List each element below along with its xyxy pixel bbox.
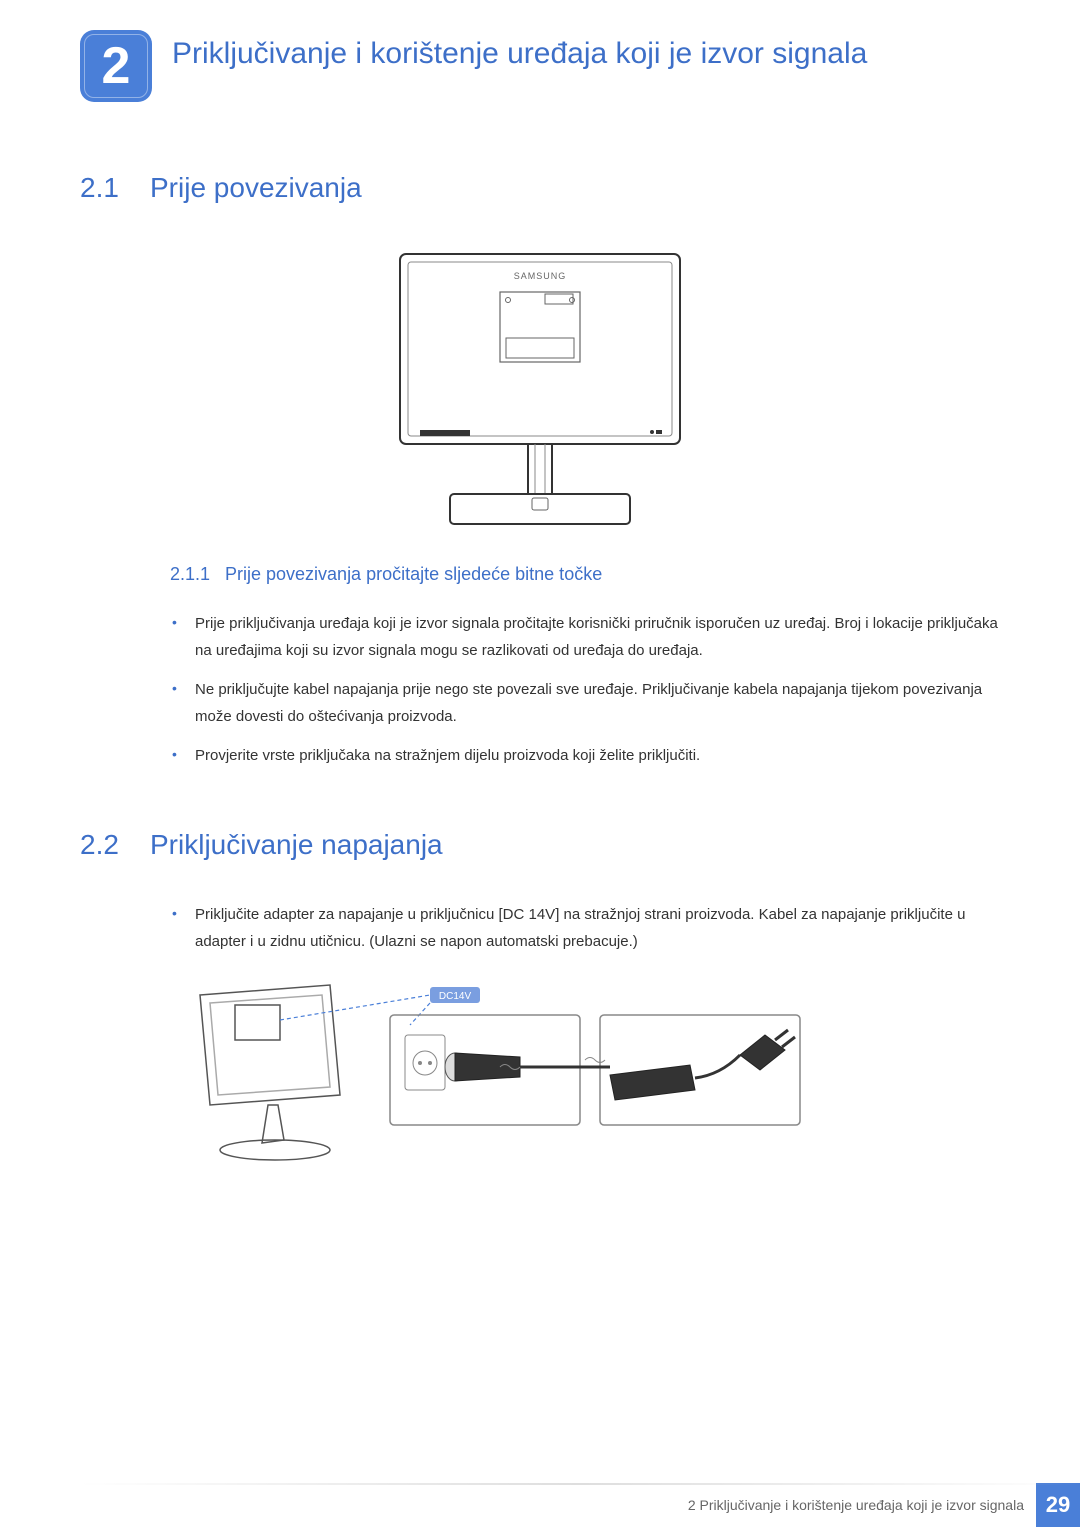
subsection-title: Prije povezivanja pročitajte sljedeće bi… [225,564,602,584]
list-item: Ne priključujte kabel napajanja prije ne… [170,676,1000,730]
subsection-heading: 2.1.1Prije povezivanja pročitajte sljede… [170,564,1000,585]
section-2-1: 2.1Prije povezivanja SAMSUNG [80,172,1000,769]
monitor-figure: SAMSUNG [80,244,1000,534]
list-item: Priključite adapter za napajanje u prikl… [170,901,1000,955]
page-number: 29 [1036,1483,1080,1527]
brand-text: SAMSUNG [514,271,567,281]
section-heading: 2.2Priključivanje napajanja [80,829,1000,861]
section-number: 2.2 [80,829,150,861]
page-container: 2 Priključivanje i korištenje uređaja ko… [0,0,1080,1170]
bullet-list-2-1: Prije priključivanja uređaja koji je izv… [170,610,1000,769]
bullet-list-2-2: Priključite adapter za napajanje u prikl… [170,901,1000,955]
chapter-number-badge: 2 [80,30,152,102]
section-title: Priključivanje napajanja [150,829,443,860]
monitor-back-diagram: SAMSUNG [380,244,700,534]
footer-divider [80,1483,1080,1485]
dc-label: DC14V [439,991,472,1002]
subsection-number: 2.1.1 [170,564,225,585]
section-number: 2.1 [80,172,150,204]
list-item: Prije priključivanja uređaja koji je izv… [170,610,1000,664]
section-title: Prije povezivanja [150,172,362,203]
chapter-title: Priključivanje i korištenje uređaja koji… [172,30,867,73]
section-2-2: 2.2Priključivanje napajanja Priključite … [80,829,1000,1170]
power-diagram: DC14V [180,975,820,1165]
footer-chapter-text: 2 Priključivanje i korištenje uređaja ko… [688,1497,1024,1513]
list-item: Provjerite vrste priključaka na stražnje… [170,742,1000,769]
page-footer: 2 Priključivanje i korištenje uređaja ko… [0,1483,1080,1527]
chapter-header: 2 Priključivanje i korištenje uređaja ko… [80,30,1000,102]
section-heading: 2.1Prije povezivanja [80,172,1000,204]
power-connection-figure: DC14V [180,975,1000,1170]
